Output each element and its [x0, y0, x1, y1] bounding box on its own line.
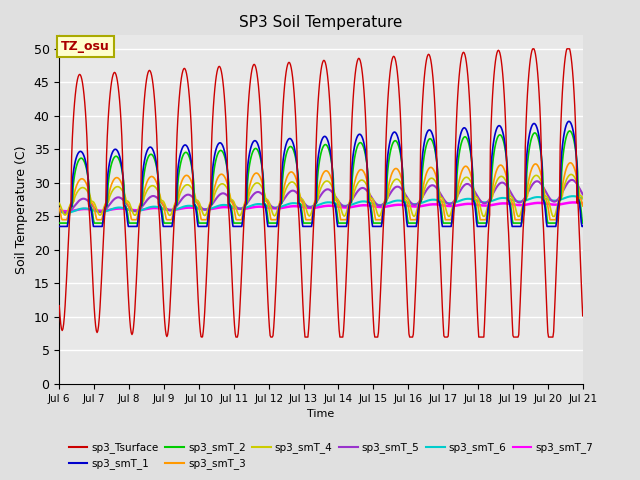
Y-axis label: Soil Temperature (C): Soil Temperature (C) [15, 145, 28, 274]
Legend: sp3_Tsurface, sp3_smT_1, sp3_smT_2, sp3_smT_3, sp3_smT_4, sp3_smT_5, sp3_smT_6, : sp3_Tsurface, sp3_smT_1, sp3_smT_2, sp3_… [65, 438, 598, 473]
Title: SP3 Soil Temperature: SP3 Soil Temperature [239, 15, 403, 30]
Text: TZ_osu: TZ_osu [61, 40, 110, 53]
X-axis label: Time: Time [307, 409, 335, 419]
